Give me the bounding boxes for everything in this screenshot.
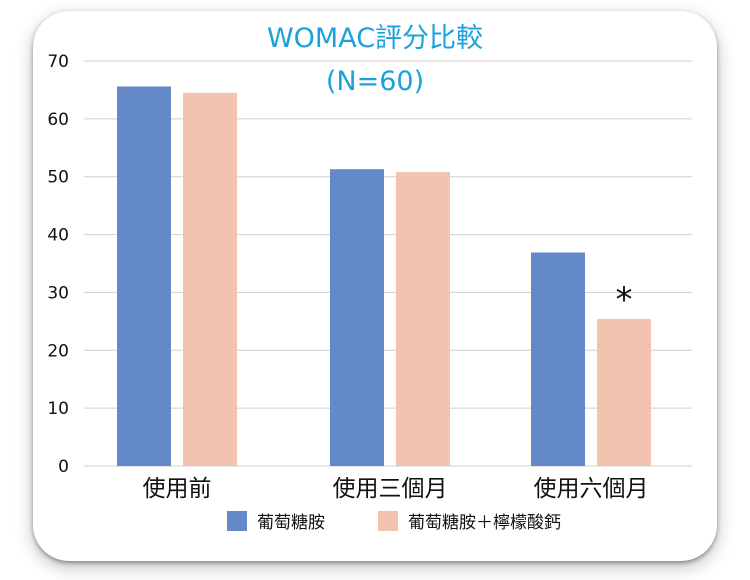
chart-legend: 葡萄糖胺 葡萄糖胺＋檸檬酸鈣 [0, 508, 750, 538]
bar [117, 86, 171, 466]
y-tick-label: 30 [47, 283, 69, 303]
y-tick-label: 0 [58, 457, 69, 477]
legend-item-glucosamine: 葡萄糖胺 [227, 508, 325, 533]
y-tick-label: 50 [47, 168, 69, 188]
legend-label-glucosamine: 葡萄糖胺 [257, 513, 325, 533]
bar [396, 172, 450, 467]
x-axis-ticks: 使用前 使用三個月 使用六個月 [143, 476, 649, 502]
bar [531, 252, 585, 466]
annotations: * [616, 280, 633, 320]
x-tick-label: 使用前 [143, 476, 212, 502]
chart-title: WOMAC評分比較 [266, 23, 484, 54]
legend-swatch-glucosamine-calcium [378, 510, 398, 531]
legend-swatch-glucosamine [227, 510, 247, 531]
chart-subtitle: (N=60) [325, 66, 425, 97]
bar [597, 319, 651, 466]
y-axis-ticks: 0 10 20 30 40 50 60 70 [47, 52, 69, 477]
legend-item-glucosamine-calcium: 葡萄糖胺＋檸檬酸鈣 [378, 508, 561, 533]
y-tick-label: 70 [47, 52, 69, 72]
bar [183, 92, 237, 467]
y-tick-label: 10 [47, 399, 69, 419]
bars [117, 86, 651, 467]
x-tick-label: 使用三個月 [333, 476, 448, 502]
significance-marker: * [616, 280, 633, 320]
x-tick-label: 使用六個月 [534, 476, 649, 502]
y-tick-label: 60 [47, 110, 69, 130]
y-tick-label: 20 [47, 341, 69, 361]
bar [330, 169, 384, 466]
y-tick-label: 40 [47, 226, 69, 246]
legend-label-glucosamine-calcium: 葡萄糖胺＋檸檬酸鈣 [408, 513, 561, 533]
